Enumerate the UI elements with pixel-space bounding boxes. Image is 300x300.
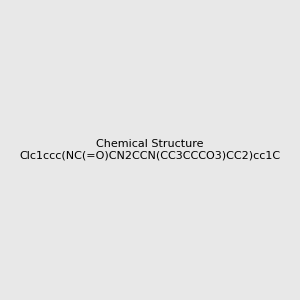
Text: Chemical Structure
Clc1ccc(NC(=O)CN2CCN(CC3CCCO3)CC2)cc1C: Chemical Structure Clc1ccc(NC(=O)CN2CCN(…: [20, 139, 281, 161]
